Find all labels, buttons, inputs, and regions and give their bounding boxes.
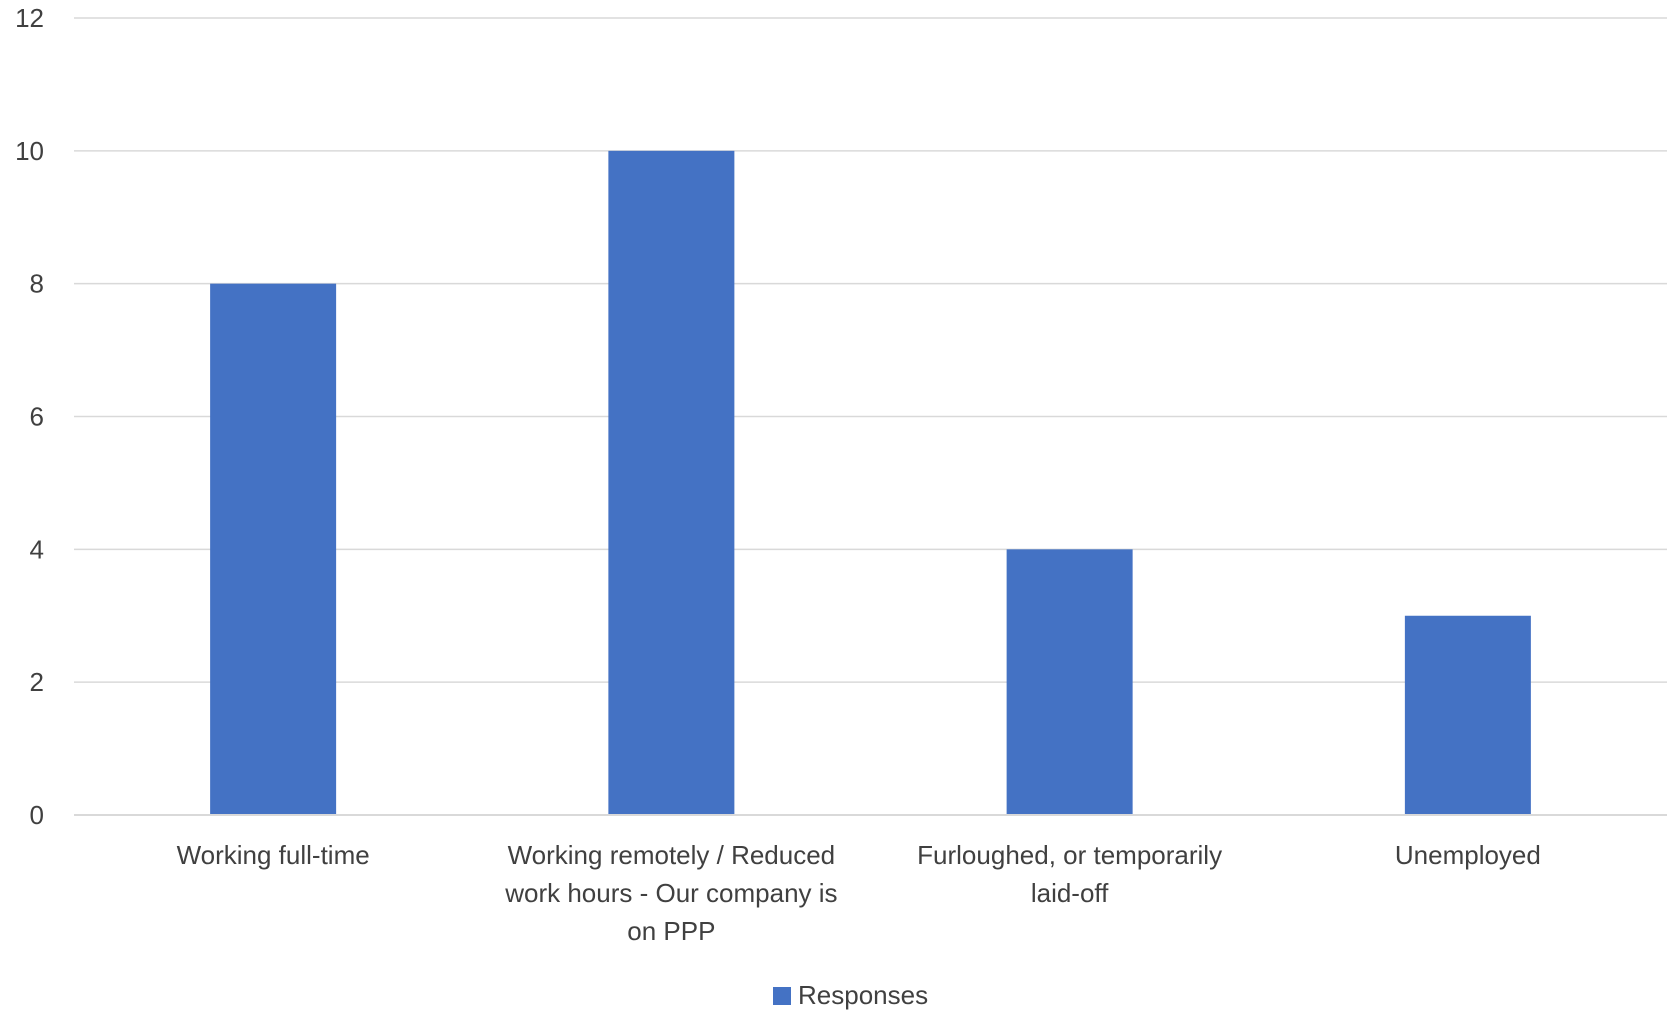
y-tick-label: 2 (30, 667, 44, 697)
legend: Responses (773, 980, 928, 1010)
x-category-label-line: Working full-time (177, 840, 370, 870)
y-axis-ticks: 0 2 4 6 8 10 12 (15, 3, 44, 830)
x-category-label-line: Unemployed (1395, 840, 1541, 870)
x-category-label: Furloughed, or temporarily laid-off (917, 840, 1222, 908)
y-tick-label: 6 (30, 402, 44, 432)
gridlines (74, 17, 1667, 683)
legend-swatch (773, 987, 791, 1005)
bar (210, 283, 337, 816)
bar (1404, 615, 1531, 815)
legend-label: Responses (798, 980, 928, 1010)
x-category-label-line: laid-off (1031, 878, 1109, 908)
x-category-label-line: Furloughed, or temporarily (917, 840, 1222, 870)
bar (1006, 549, 1133, 815)
y-tick-label: 0 (30, 800, 44, 830)
x-category-label-line: on PPP (627, 916, 715, 946)
y-tick-label: 10 (15, 136, 44, 166)
x-category-label: Working full-time (177, 840, 370, 870)
bars (210, 150, 1531, 816)
x-category-label: Unemployed (1395, 840, 1541, 870)
x-category-label-line: work hours - Our company is (504, 878, 837, 908)
bar (608, 150, 735, 816)
y-tick-label: 12 (15, 3, 44, 33)
x-category-label: Working remotely / Reduced work hours - O… (504, 840, 837, 946)
x-axis-labels: Working full-time Working remotely / Redu… (177, 840, 1541, 946)
x-category-label-line: Working remotely / Reduced (508, 840, 836, 870)
y-tick-label: 4 (30, 534, 44, 564)
y-tick-label: 8 (30, 269, 44, 299)
